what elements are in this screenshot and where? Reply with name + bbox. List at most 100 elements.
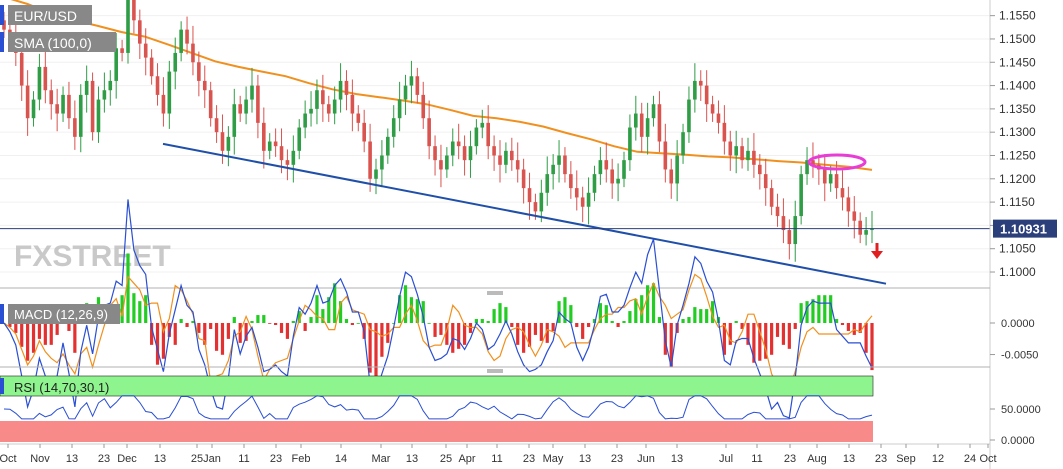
- x-tick-label: Dec: [117, 453, 137, 465]
- x-tick-label: 13: [154, 453, 166, 465]
- macd-histogram-bar: [634, 299, 638, 323]
- candle-body: [262, 122, 266, 151]
- macd-histogram-bar: [811, 299, 815, 323]
- price-axis: 1.1550 1.1500 1.1450 1.1400 1.1350 1.1300 1.12…: [990, 9, 1036, 279]
- candle-body: [297, 127, 302, 151]
- candle-body: [167, 71, 172, 114]
- symbol-label-text: EUR/USD: [14, 8, 77, 24]
- macd-histogram-bar: [268, 323, 272, 324]
- candle-body: [90, 80, 95, 133]
- candle-body: [480, 122, 485, 128]
- candle-body: [415, 76, 420, 95]
- candle-body: [864, 230, 868, 235]
- macd-histogram-bar: [752, 323, 756, 363]
- x-tick-label: Jan: [203, 453, 221, 465]
- candle-body: [834, 174, 839, 189]
- macd-histogram-bar: [598, 303, 602, 323]
- x-tick-label: 23: [611, 453, 623, 465]
- candle-body: [132, 0, 136, 21]
- x-tick-label: May: [543, 453, 564, 465]
- macd-histogram-bar: [486, 321, 490, 323]
- candle-body: [510, 150, 514, 161]
- candle-body: [781, 216, 786, 231]
- rsi-label-accent: [0, 378, 4, 394]
- rsi-line: [3, 395, 873, 420]
- candle-body: [598, 160, 603, 175]
- candle-body: [492, 146, 496, 156]
- candle-body: [267, 141, 272, 151]
- macd-histogram-bar: [368, 323, 372, 373]
- candle-body: [338, 80, 343, 100]
- macd-histogram-bar: [474, 319, 478, 323]
- macd-histogram-bar: [840, 323, 845, 325]
- macd-histogram-bar: [55, 323, 59, 335]
- x-tick-label: 25: [440, 453, 452, 465]
- candle-body: [775, 206, 780, 217]
- macd-histogram-bar: [669, 323, 673, 367]
- macd-histogram-bar: [504, 307, 508, 323]
- candle-body: [793, 216, 798, 245]
- candle-body: [527, 188, 532, 203]
- candle-body: [740, 146, 744, 161]
- candle-body: [557, 155, 561, 165]
- macd-histogram-bar: [846, 323, 850, 331]
- candle-body: [84, 80, 89, 95]
- macd-histogram-bar: [687, 317, 691, 323]
- candle-body: [185, 29, 189, 44]
- macd-histogram-bar: [173, 323, 177, 345]
- candle-body: [67, 94, 71, 119]
- candle-body: [858, 220, 862, 235]
- price-tick-label: 1.1500: [999, 32, 1036, 46]
- candle-body: [504, 150, 508, 165]
- macd-histogram-bar: [569, 305, 573, 323]
- macd-histogram-bar: [516, 323, 520, 345]
- macd-histogram-bar: [622, 321, 626, 323]
- resize-handle[interactable]: [487, 369, 503, 373]
- macd-histogram-bar: [445, 323, 449, 345]
- x-tick-label: 13: [671, 453, 683, 465]
- macd-histogram-bar: [185, 323, 189, 327]
- candle-body: [822, 169, 827, 184]
- price-tick-label: 1.1200: [999, 172, 1036, 186]
- macd-histogram-bar: [734, 321, 738, 323]
- macd-histogram-bar: [386, 323, 390, 343]
- macd-histogram-bar: [728, 323, 732, 345]
- macd-histogram-bar: [864, 323, 868, 353]
- candle-body: [73, 118, 77, 137]
- candle-body: [763, 174, 768, 189]
- price-tick-label: 1.1000: [999, 265, 1036, 279]
- candle-body: [55, 104, 59, 114]
- candle-body: [433, 146, 437, 161]
- macd-histogram-bar: [214, 323, 219, 351]
- macd-histogram-bar: [829, 295, 833, 323]
- macd-histogram-bar: [67, 323, 71, 331]
- macd-histogram-bar: [232, 317, 236, 323]
- x-tick-label: 23: [784, 453, 796, 465]
- candle-body: [592, 174, 597, 193]
- macd-histogram-bar: [545, 323, 549, 343]
- candle-body: [734, 146, 738, 156]
- rsi-tick-label: 0.0000: [1001, 435, 1035, 447]
- resize-handle[interactable]: [487, 291, 503, 295]
- candle-body: [716, 113, 721, 123]
- sma-line: [10, 0, 873, 171]
- candle-body: [580, 197, 585, 207]
- price-tick-label: 1.1450: [999, 55, 1036, 69]
- macd-histogram-bar: [433, 323, 437, 337]
- candle-body: [687, 99, 691, 133]
- macd-histogram-bar: [586, 323, 591, 327]
- candle-body: [309, 108, 313, 114]
- x-tick-label: Jun: [637, 453, 655, 465]
- candle-body: [846, 197, 851, 212]
- price-tick-label: 1.1550: [999, 9, 1036, 23]
- candle-body: [344, 80, 349, 95]
- rsi-label-text: RSI (14,70,30,1): [14, 380, 109, 395]
- price-tick-label: 1.1050: [999, 242, 1036, 256]
- macd-histogram-bar: [321, 309, 325, 323]
- macd-histogram-bar: [285, 323, 290, 339]
- candle-body: [78, 94, 83, 137]
- price-tick-label: 1.1300: [999, 125, 1036, 139]
- x-tick-label: Apr: [458, 453, 475, 465]
- candle-body: [25, 85, 30, 119]
